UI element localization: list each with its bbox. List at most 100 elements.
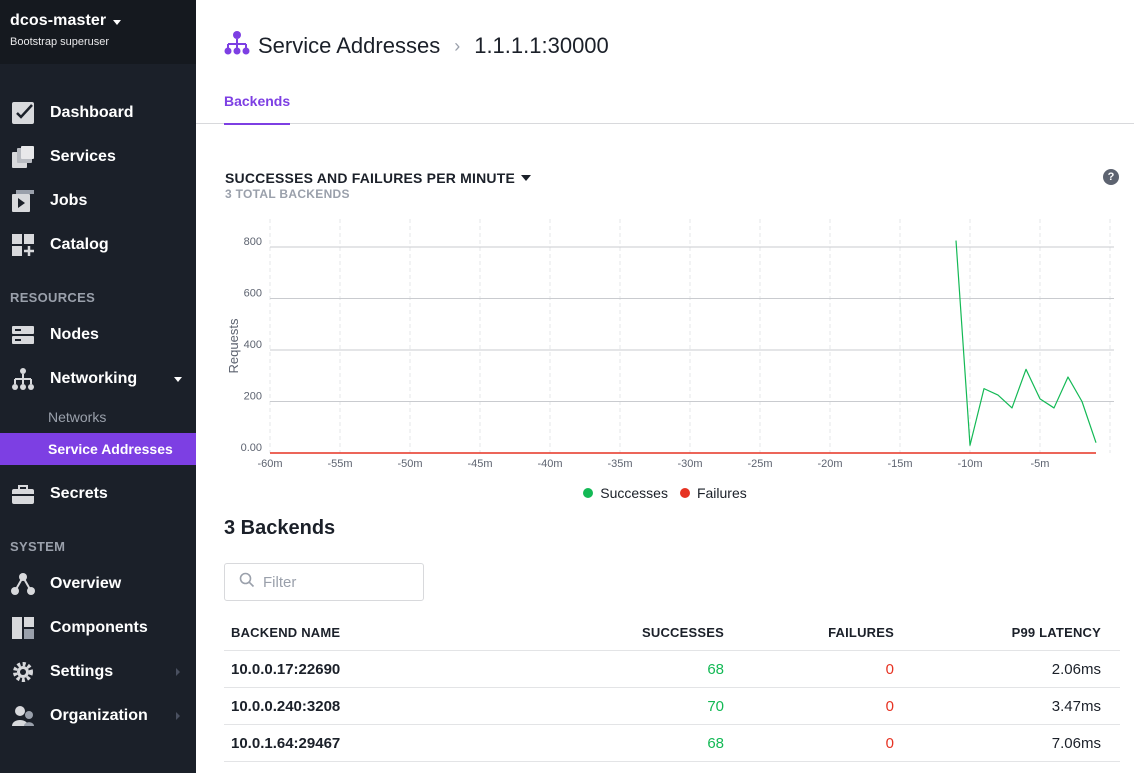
sidebar-item-label: Secrets (50, 485, 108, 502)
caret-down-icon (521, 175, 532, 181)
sidebar-item-label: Catalog (50, 236, 109, 253)
backend-failures: 0 (885, 734, 894, 752)
column-header-p99-latency[interactable]: P99 LATENCY (1011, 624, 1101, 640)
y-tick-label: 400 (244, 339, 262, 351)
backend-failures: 0 (885, 660, 894, 678)
sidebar: dcos-master Bootstrap superuser Dashboar… (0, 0, 196, 773)
y-tick-label: 200 (244, 391, 262, 403)
backend-successes: 68 (707, 660, 724, 678)
help-icon[interactable]: ? (1103, 169, 1119, 185)
legend-label-successes: Successes (600, 485, 668, 501)
sidebar-item-services[interactable]: Services (0, 135, 196, 179)
sidebar-header[interactable]: dcos-master Bootstrap superuser (0, 0, 196, 64)
backend-failures: 0 (885, 697, 894, 715)
nodes-icon (10, 322, 36, 348)
sidebar-item-label: Jobs (50, 192, 88, 209)
backend-latency: 2.06ms (1051, 660, 1101, 678)
x-tick-label: -5m (1031, 458, 1050, 470)
service-addresses-icon (224, 30, 250, 62)
section-system: SYSTEM (10, 539, 66, 554)
x-tick-label: -40m (537, 458, 562, 470)
sidebar-item-jobs[interactable]: Jobs (0, 179, 196, 223)
breadcrumb-separator: › (454, 35, 461, 56)
components-icon (10, 615, 36, 641)
tab-bar: Backends (196, 79, 1134, 125)
sidebar-item-label: Organization (50, 707, 148, 724)
y-tick-label: 800 (244, 236, 262, 248)
breadcrumb-current: 1.1.1.1:30000 (474, 33, 609, 58)
legend-marker-successes (583, 488, 594, 498)
cluster-name-label: dcos-master (10, 12, 107, 29)
dashboard-icon (10, 100, 36, 126)
table-header-row: BACKEND NAME SUCCESSES FAILURES P99 LATE… (224, 614, 1120, 651)
sidebar-item-label: Overview (50, 575, 122, 592)
backend-name: 10.0.0.240:3208 (231, 697, 341, 715)
sidebar-item-label: Components (50, 619, 148, 636)
sidebar-item-nodes[interactable]: Nodes (0, 313, 196, 357)
filter-input[interactable] (263, 573, 413, 591)
breadcrumb: Service Addresses › 1.1.1.1:30000 (224, 30, 609, 62)
backends-heading: 3 Backends (224, 517, 336, 539)
table-row[interactable]: 10.0.0.240:3208 70 0 3.47ms (224, 688, 1120, 725)
sidebar-item-settings[interactable]: Settings (0, 650, 196, 694)
x-tick-label: -60m (257, 458, 282, 470)
tab-backends[interactable]: Backends (224, 93, 291, 125)
chevron-right-icon (176, 668, 180, 676)
cluster-name[interactable]: dcos-master (10, 12, 186, 30)
overview-icon (10, 571, 36, 597)
sidebar-item-secrets[interactable]: Secrets (0, 472, 196, 516)
table-row[interactable]: 10.0.0.17:22690 68 0 2.06ms (224, 651, 1120, 688)
backend-name: 10.0.0.17:22690 (231, 660, 341, 678)
legend-item-failures[interactable]: Failures (679, 485, 747, 501)
backend-successes: 70 (707, 697, 724, 715)
sidebar-item-service-addresses[interactable]: Service Addresses (0, 433, 196, 465)
table-row[interactable]: 10.0.1.64:29467 68 0 7.06ms (224, 725, 1120, 762)
jobs-icon (10, 188, 36, 214)
sidebar-item-components[interactable]: Components (0, 606, 196, 650)
sidebar-item-label: Networking (50, 370, 138, 387)
y-tick-label: 600 (244, 288, 262, 300)
backend-successes: 68 (707, 734, 724, 752)
column-header-backend-name[interactable]: BACKEND NAME (231, 624, 341, 640)
y-axis-label: Requests (226, 318, 241, 373)
sidebar-item-label: Settings (50, 663, 114, 680)
x-tick-label: -25m (747, 458, 772, 470)
chart-title-dropdown[interactable]: SUCCESSES AND FAILURES PER MINUTE (225, 170, 532, 186)
filter-box[interactable] (224, 563, 424, 601)
breadcrumb-parent[interactable]: Service Addresses (258, 33, 441, 58)
caret-down-icon (113, 19, 122, 25)
column-header-failures[interactable]: FAILURES (828, 624, 894, 640)
legend-marker-failures (679, 488, 690, 498)
section-resources: RESOURCES (10, 290, 96, 305)
catalog-icon (10, 232, 36, 258)
y-tick-label: 0.00 (241, 442, 262, 454)
legend-item-successes[interactable]: Successes (583, 485, 668, 501)
chart-subtitle: 3 TOTAL BACKENDS (225, 187, 350, 201)
sidebar-item-networks[interactable]: Networks (48, 409, 107, 425)
sidebar-item-organization[interactable]: Organization (0, 694, 196, 738)
x-tick-label: -10m (957, 458, 982, 470)
backend-latency: 3.47ms (1051, 697, 1101, 715)
chart-legend: Successes Failures (196, 485, 1134, 501)
x-tick-label: -50m (397, 458, 422, 470)
backend-latency: 7.06ms (1051, 734, 1101, 752)
sidebar-item-dashboard[interactable]: Dashboard (0, 91, 196, 135)
search-icon (239, 572, 255, 593)
main-content: Service Addresses › 1.1.1.1:30000 Backen… (196, 0, 1134, 773)
backends-table: BACKEND NAME SUCCESSES FAILURES P99 LATE… (224, 614, 1120, 762)
sidebar-item-overview[interactable]: Overview (0, 562, 196, 606)
x-tick-label: -35m (607, 458, 632, 470)
sidebar-item-label: Dashboard (50, 104, 134, 121)
chevron-down-icon (174, 376, 182, 382)
sidebar-item-networking[interactable]: Networking (0, 357, 196, 401)
sidebar-item-catalog[interactable]: Catalog (0, 223, 196, 267)
x-tick-label: -30m (677, 458, 702, 470)
x-tick-label: -55m (327, 458, 352, 470)
services-icon (10, 144, 36, 170)
secrets-icon (10, 481, 36, 507)
organization-icon (10, 703, 36, 729)
sidebar-item-label: Nodes (50, 326, 99, 343)
column-header-successes[interactable]: SUCCESSES (642, 624, 724, 640)
chart-title: SUCCESSES AND FAILURES PER MINUTE (225, 170, 516, 186)
requests-chart: -60m -55m -50m -45m -40m -35m -30m -25m -20m -15m… (226, 219, 1114, 470)
